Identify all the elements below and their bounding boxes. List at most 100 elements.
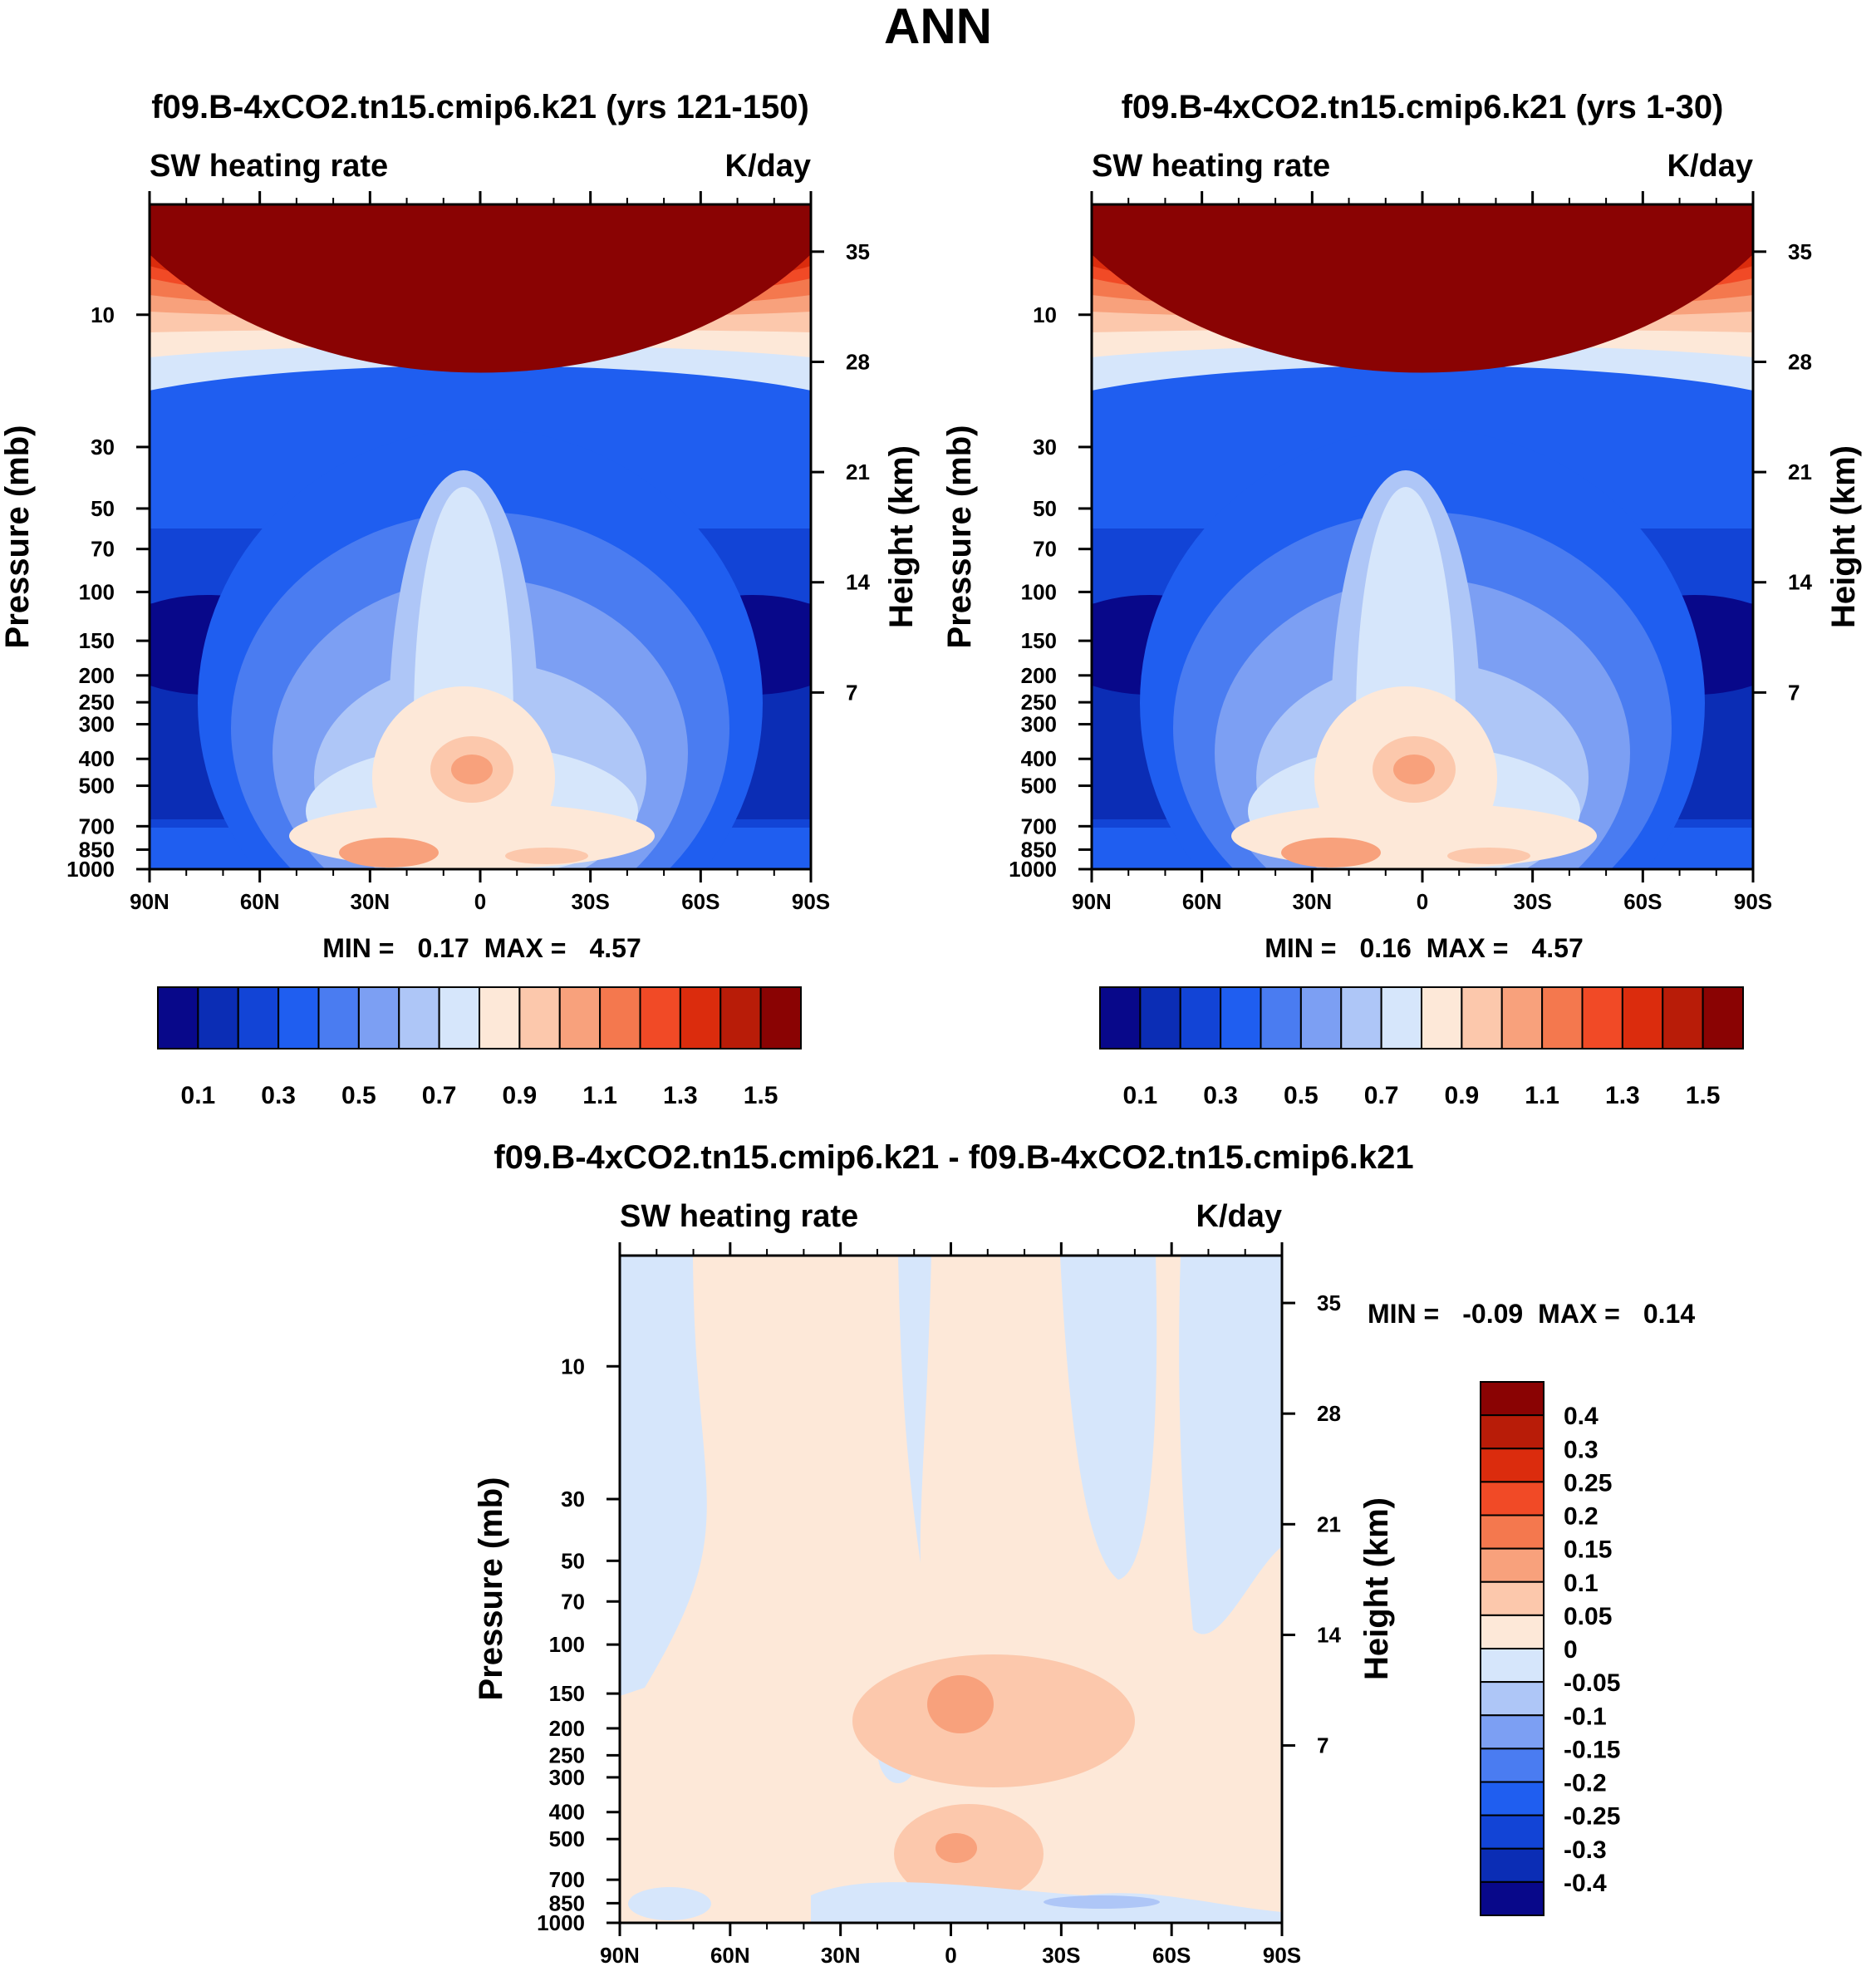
y-tick-label-300: 300 [549, 1765, 585, 1790]
panel-1-colorbar: 0.1 0.3 0.5 0.7 0.9 1.1 1.3 1.5 [157, 986, 802, 1109]
colorbar-box-10 [558, 986, 602, 1049]
panel-1-min-max: MIN = 0.17 MAX = 4.57 [322, 933, 641, 963]
colorbar-box-2 [1179, 986, 1222, 1049]
x-tick-label-90S: 90S [792, 889, 830, 914]
colorbar-box-0 [1480, 1381, 1545, 1417]
colorbar-box-8 [1421, 986, 1463, 1049]
colorbar-label-0.5: 0.5 [1284, 1082, 1319, 1109]
panel-2-min-value: 0.16 [1359, 933, 1411, 963]
panel-2-y-label: Pressure (mb) [941, 425, 978, 649]
y-tick-label-700: 700 [79, 814, 115, 838]
y-tick-label-150: 150 [1021, 628, 1057, 653]
x-tick-label-60N: 60N [710, 1943, 750, 1968]
colorbar-label--0.05: -0.05 [1564, 1669, 1620, 1697]
panel-1-y-label: Pressure (mb) [0, 425, 36, 649]
y2-tick-label-35: 35 [1317, 1290, 1341, 1315]
colorbar-label-0.7: 0.7 [1364, 1082, 1399, 1109]
panel-2-left-subtitle: SW heating rate [1092, 149, 1330, 184]
y-tick-label-200: 200 [1021, 663, 1057, 688]
panel-3-max-label: MAX = [1538, 1299, 1620, 1329]
x-tick-label-60N: 60N [240, 889, 280, 914]
y-tick-label-70: 70 [91, 537, 115, 562]
y2-tick-label-7: 7 [1788, 680, 1800, 705]
colorbar-box-11 [599, 986, 641, 1049]
y-tick-label-700: 700 [549, 1867, 585, 1892]
panel-3-min-value: -0.09 [1462, 1299, 1523, 1329]
colorbar-label-0.05: 0.05 [1564, 1603, 1612, 1630]
colorbar-label--0.1: -0.1 [1564, 1703, 1607, 1730]
diff-pos-upper-trop [852, 1654, 1135, 1787]
colorbar-box-12 [1480, 1781, 1545, 1816]
y-tick-label-150: 150 [79, 628, 115, 653]
panel-2-max-value: 4.57 [1531, 933, 1583, 963]
x-tick-label-90S: 90S [1734, 889, 1772, 914]
x-tick-label-30S: 30S [1042, 1943, 1080, 1968]
colorbar-label-0.9: 0.9 [503, 1082, 538, 1109]
colorbar-label-1.3: 1.3 [1605, 1082, 1640, 1109]
x-tick-label-60S: 60S [1623, 889, 1662, 914]
x-tick-label-90N: 90N [600, 1943, 640, 1968]
colorbar-label-0: 0 [1564, 1636, 1578, 1664]
panel-3-x-axis: 90N 60N 30N 0 30S 60S 90S [600, 1242, 1301, 1968]
colorbar-box-5 [357, 986, 400, 1049]
colorbar-box-4 [1480, 1514, 1545, 1550]
trop-core-2 [1393, 755, 1435, 784]
colorbar-label-0.1: 0.1 [1564, 1570, 1599, 1597]
trop-plume-6 [1231, 803, 1597, 869]
panel-3: f09.B-4xCO2.tn15.cmip6.k21 - f09.B-4xCO2… [473, 1139, 1695, 1968]
y-tick-label-150: 150 [549, 1681, 585, 1706]
colorbar-box-15 [759, 986, 802, 1049]
y-tick-label-70: 70 [561, 1589, 585, 1614]
y-tick-label-50: 50 [561, 1548, 585, 1573]
y-tick-label-250: 250 [549, 1743, 585, 1767]
colorbar-box-8 [1480, 1648, 1545, 1684]
diff-pos-core-1 [927, 1675, 994, 1733]
panel-2-x-axis: 90N 60N 30N 0 30S 60S 90S [1072, 191, 1772, 914]
colorbar-box-10 [1480, 1714, 1545, 1750]
panel-1-max-value: 4.57 [589, 933, 641, 963]
colorbar-box-1 [1139, 986, 1181, 1049]
colorbar-box-0 [1099, 986, 1142, 1049]
colorbar-label--0.4: -0.4 [1564, 1870, 1607, 1897]
panel-3-colorbar: 0.4 0.3 0.25 0.2 0.15 0.1 0.05 0 -0.05 -0.1 -0.15 -… [1480, 1381, 1620, 1916]
y-tick-label-30: 30 [1033, 435, 1057, 460]
y-tick-label-10: 10 [561, 1354, 585, 1379]
y-tick-label-500: 500 [1021, 774, 1057, 799]
y-tick-label-1000: 1000 [1009, 857, 1057, 882]
colorbar-box-11 [1480, 1748, 1545, 1783]
y-tick-label-50: 50 [91, 496, 115, 521]
x-tick-label-0: 0 [1417, 889, 1428, 914]
panel-1-min-label: MIN = [322, 933, 394, 963]
x-tick-label-0: 0 [474, 889, 486, 914]
y-tick-label-100: 100 [549, 1632, 585, 1657]
y2-tick-label-14: 14 [846, 570, 870, 595]
y2-tick-label-7: 7 [1317, 1733, 1328, 1758]
panel-2-y2-label: Height (km) [1825, 445, 1862, 628]
y-tick-label-400: 400 [549, 1800, 585, 1825]
colorbar-box-0 [157, 986, 199, 1049]
y-tick-label-100: 100 [79, 579, 115, 604]
y-tick-label-70: 70 [1033, 537, 1057, 562]
y2-tick-label-28: 28 [1788, 349, 1812, 374]
panel-2-height-axis: 35 28 21 14 7 [1753, 239, 1812, 705]
colorbar-box-12 [639, 986, 681, 1049]
colorbar-box-9 [1480, 1681, 1545, 1717]
colorbar-box-15 [1702, 986, 1744, 1049]
trop-surface-max-2 [1447, 848, 1530, 864]
panel-3-min-label: MIN = [1368, 1299, 1439, 1329]
x-tick-label-30N: 30N [350, 889, 390, 914]
colorbar-box-1 [197, 986, 239, 1049]
panel-1-height-axis: 35 28 21 14 7 [811, 239, 870, 705]
y2-tick-label-28: 28 [1317, 1401, 1341, 1426]
x-tick-label-60N: 60N [1182, 889, 1222, 914]
colorbar-label-0.3: 0.3 [261, 1082, 296, 1109]
diff-neg-sh-midlat [1060, 1256, 1157, 1580]
colorbar-label-1.5: 1.5 [744, 1082, 778, 1109]
x-tick-label-90N: 90N [130, 889, 169, 914]
x-tick-label-30N: 30N [821, 1943, 861, 1968]
stratosphere-cap [1092, 204, 1753, 373]
diff-neg-sh-polar [1179, 1256, 1282, 1634]
panel-2-min-label: MIN = [1265, 933, 1336, 963]
